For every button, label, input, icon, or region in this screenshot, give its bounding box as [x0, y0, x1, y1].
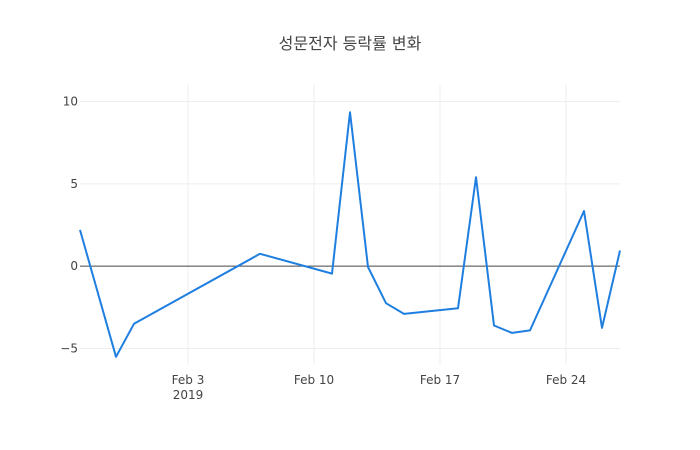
chart-title: 성문전자 등락률 변화 — [279, 34, 422, 53]
x-tick-label: Feb 17 — [420, 373, 460, 387]
y-tick-label: 5 — [70, 177, 78, 191]
x-tick-label: Feb 3 — [172, 373, 205, 387]
x-tick-sublabel: 2019 — [173, 388, 204, 402]
series-line — [79, 111, 621, 358]
series-layer — [79, 111, 621, 358]
y-tick-label: 0 — [70, 259, 78, 273]
gridlines — [80, 85, 620, 365]
y-tick-label: −5 — [60, 342, 78, 356]
x-tick-label: Feb 24 — [546, 373, 586, 387]
x-tick-label: Feb 10 — [294, 373, 334, 387]
y-tick-label: 10 — [63, 94, 78, 108]
